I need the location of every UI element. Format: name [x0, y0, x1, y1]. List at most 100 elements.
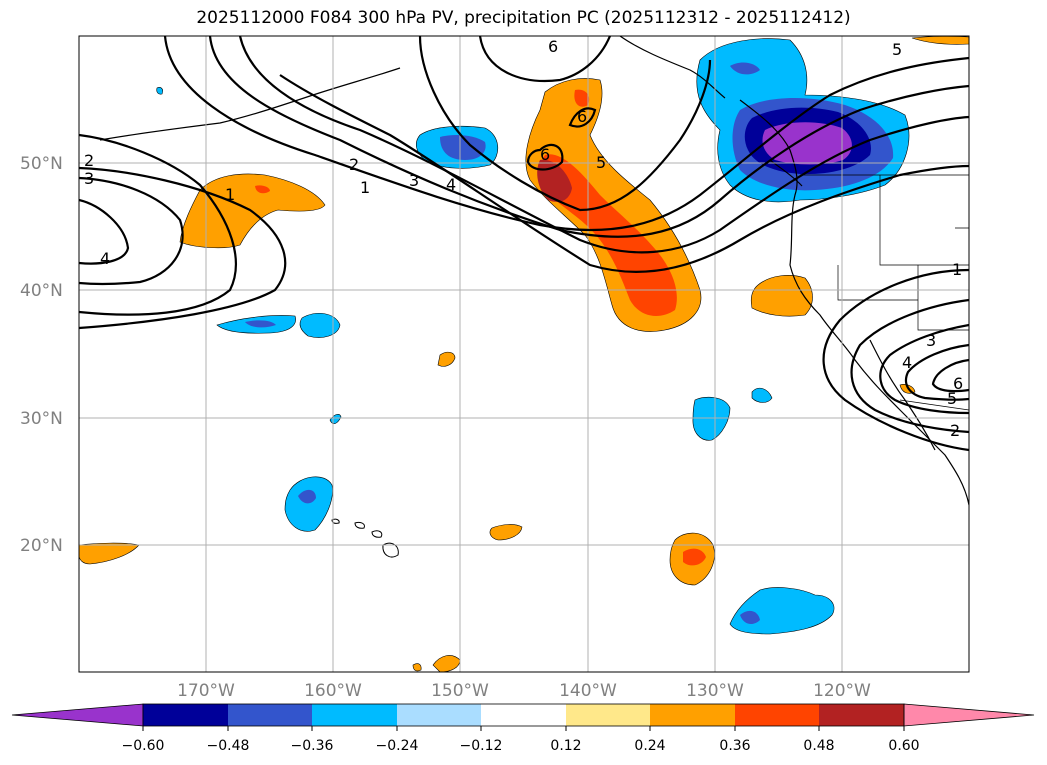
lon-label-150w: 150°W	[431, 681, 489, 701]
precip-area-hawaii-north	[284, 476, 333, 532]
pv-contour-trough-west-4	[79, 198, 130, 265]
pv-label-1b: 1	[360, 178, 370, 197]
precip-area-gulf-alaska-north	[730, 62, 760, 75]
lat-label-20n: 20°N	[20, 536, 63, 556]
colorbar-tick-label-9: 0.48	[803, 738, 834, 754]
longitude-labels: 170°W 160°W 150°W 140°W 130°W 120°W	[177, 681, 871, 701]
lat-label-50n: 50°N	[20, 154, 63, 174]
colorbar-swatch-6	[566, 704, 650, 726]
pv-label-1a: 1	[225, 185, 235, 204]
pv-contour-ridge-4	[279, 74, 969, 273]
colorbar-extend-min	[11, 703, 144, 727]
pv-contour-ridge-5	[418, 36, 712, 212]
map-frame	[78, 35, 970, 673]
colorbar-swatch-4	[397, 704, 481, 726]
precip-area-gulf-alaska-core	[762, 122, 852, 165]
lat-label-30n: 30°N	[20, 409, 63, 429]
pv-label-4b: 4	[446, 175, 456, 194]
pv-label-6d: 6	[953, 374, 963, 393]
colorbar-tick-label-5: −0.12	[460, 738, 503, 754]
pv-contour-trough-west-2	[79, 166, 287, 330]
precip-area-150w-north-core	[440, 134, 486, 160]
colorbar-extend-max	[903, 703, 1035, 727]
pv-label-5a: 5	[596, 153, 606, 172]
precip-area-baja-west	[750, 275, 813, 317]
pv-label-2b: 2	[349, 155, 359, 174]
pv-label-6a: 6	[548, 37, 558, 56]
precip-area-south-125w-core	[740, 610, 760, 625]
pv-contour-low-east-5	[931, 358, 969, 393]
pv-contour-ridge-3	[238, 36, 969, 254]
precip-area-northeast	[911, 36, 969, 45]
colorbar-tick-label-8: 0.36	[719, 738, 750, 754]
pv-contour-low-east-3	[879, 323, 969, 415]
pv-contour-labels: 1 1 1 2 2 2 3 3 3 4 4 4 5 5 5 6 6 6 6	[84, 37, 963, 440]
colorbar-tick-label-1: −0.60	[122, 738, 165, 754]
lon-label-120w: 120°W	[813, 681, 871, 701]
political-borders	[800, 174, 969, 411]
pv-contour-ridge-1	[163, 36, 969, 232]
lon-label-170w: 170°W	[177, 681, 235, 701]
colorbar-tick-labels: −0.60 −0.48 −0.36 −0.24 −0.12 0.12 0.24 …	[122, 738, 920, 754]
pv-contour-low-east-2	[850, 298, 969, 434]
pv-label-3a: 3	[84, 169, 94, 188]
pv-label-2c: 2	[950, 421, 960, 440]
precip-area-bottom-152w	[412, 663, 422, 672]
latitude-labels: 50°N 40°N 30°N 20°N	[20, 154, 63, 556]
pv-contour-low-east-4	[904, 343, 969, 401]
precip-area-125w	[751, 387, 773, 403]
map-title: 2025112000 F084 300 hPa PV, precipitatio…	[196, 8, 851, 28]
border-us-mexico	[899, 399, 969, 411]
colorbar-tick-label-2: −0.48	[207, 738, 250, 754]
pv-label-3c: 3	[926, 331, 936, 350]
pv-contour-jet-loop-6b	[568, 107, 597, 128]
colorbar-swatch-8	[735, 704, 819, 726]
pv-label-2a: 2	[84, 151, 94, 170]
precip-negative-areas	[156, 38, 910, 635]
colorbar-tick-label-3: −0.36	[291, 738, 334, 754]
island-oahu	[354, 521, 365, 529]
map-panel: 1 1 1 2 2 2 3 3 3 4 4 4 5 5 5 6 6 6 6	[78, 35, 970, 673]
precip-area-165w-core	[245, 320, 276, 328]
coastline-aleutians	[99, 67, 401, 141]
colorbar-swatch-2	[228, 704, 312, 726]
precip-area-157w-tiny	[156, 87, 163, 95]
pv-label-1c: 1	[952, 260, 962, 279]
colorbar-tick-label-7: 0.24	[634, 738, 665, 754]
precip-area-subtropical-133w-core	[683, 548, 706, 566]
colorbar-tick-label-4: −0.24	[376, 738, 419, 754]
lon-label-140w: 140°W	[559, 681, 617, 701]
pv-contour-trough-west-3	[79, 176, 184, 286]
colorbar-frame	[142, 703, 905, 727]
pv-label-5b: 5	[892, 40, 902, 59]
hawaiian-islands	[331, 518, 399, 558]
coastline-vancouver-island	[769, 159, 803, 187]
pv-label-4c: 4	[902, 353, 912, 372]
colorbar-ticks	[142, 726, 905, 731]
pv-contour-ridge-6	[478, 36, 612, 82]
pv-label-4a: 4	[100, 249, 110, 268]
gridlines	[79, 36, 969, 672]
pv-contour-low-east-1	[822, 268, 969, 452]
colorbar-swatch-9	[819, 704, 904, 726]
pv-contour-ridge-2	[208, 36, 969, 238]
pv-label-5c: 5	[947, 389, 957, 408]
colorbar-swatch-5	[481, 704, 566, 726]
precip-area-jet-band-top	[574, 89, 590, 107]
colorbar: −0.60 −0.48 −0.36 −0.24 −0.12 0.12 0.24 …	[11, 703, 1035, 754]
colorbar-swatch-1	[143, 704, 228, 726]
colorbar-tick-label-10: 0.60	[888, 738, 919, 754]
pv-contour-jet-loop-6	[526, 143, 564, 171]
pv-contours	[79, 36, 969, 452]
pv-label-3b: 3	[409, 171, 419, 190]
colorbar-swatch-3	[312, 704, 397, 726]
precip-area-145w	[489, 524, 523, 541]
border-state-lines	[837, 175, 969, 331]
precip-area-west-pacific-core	[255, 185, 270, 194]
lon-label-130w: 130°W	[686, 681, 744, 701]
island-big-island	[382, 542, 399, 558]
lat-label-40n: 40°N	[20, 281, 63, 301]
precip-area-jet-band-inner	[540, 154, 677, 316]
precip-area-160w-small	[299, 312, 341, 338]
